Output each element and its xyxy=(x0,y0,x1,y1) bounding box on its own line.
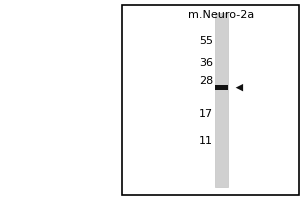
FancyBboxPatch shape xyxy=(122,5,298,195)
Text: m.Neuro-2a: m.Neuro-2a xyxy=(188,10,255,20)
Text: 55: 55 xyxy=(199,36,213,46)
Polygon shape xyxy=(236,84,243,91)
Text: 28: 28 xyxy=(199,76,213,86)
Text: 17: 17 xyxy=(199,109,213,119)
Bar xyxy=(215,85,228,90)
Bar xyxy=(215,13,228,187)
Text: 36: 36 xyxy=(199,58,213,68)
Text: 11: 11 xyxy=(199,136,213,146)
